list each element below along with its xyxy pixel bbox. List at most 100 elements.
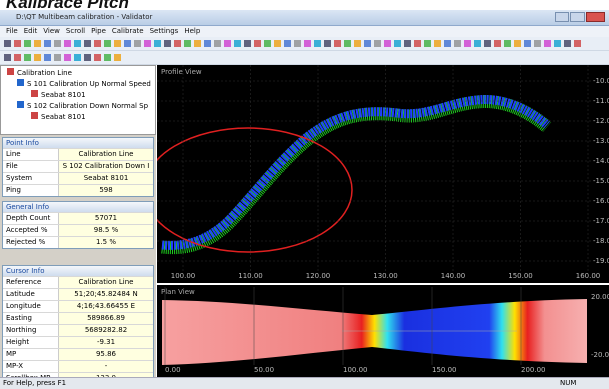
toolbar-button[interactable] bbox=[444, 40, 451, 47]
toolbar-button[interactable] bbox=[414, 40, 421, 47]
status-help: For Help, press F1 bbox=[3, 379, 66, 387]
toolbar-button[interactable] bbox=[434, 40, 441, 47]
toolbar-button[interactable] bbox=[114, 54, 121, 61]
toolbar-button[interactable] bbox=[404, 40, 411, 47]
toolbar-button[interactable] bbox=[514, 40, 521, 47]
toolbar-button[interactable] bbox=[44, 40, 51, 47]
toolbar-button[interactable] bbox=[174, 40, 181, 47]
info-row: Accepted %98.5 % bbox=[3, 224, 153, 236]
maximize-button[interactable] bbox=[570, 12, 584, 22]
toolbar-button[interactable] bbox=[244, 40, 251, 47]
tree-item[interactable]: Seabat 8101 bbox=[31, 112, 86, 121]
menu-item[interactable]: Settings bbox=[150, 27, 179, 35]
toolbar-button[interactable] bbox=[254, 40, 261, 47]
toolbar-button[interactable] bbox=[314, 40, 321, 47]
toolbar-button[interactable] bbox=[154, 40, 161, 47]
toolbar-button[interactable] bbox=[144, 40, 151, 47]
toolbar-button[interactable] bbox=[44, 54, 51, 61]
toolbar-button[interactable] bbox=[134, 40, 141, 47]
x-tick-label: 100.00 bbox=[343, 366, 368, 374]
toolbar-button[interactable] bbox=[484, 40, 491, 47]
toolbar-button[interactable] bbox=[4, 54, 11, 61]
toolbar-button[interactable] bbox=[104, 40, 111, 47]
toolbar-button[interactable] bbox=[64, 54, 71, 61]
toolbar-button[interactable] bbox=[24, 54, 31, 61]
minimize-button[interactable] bbox=[555, 12, 569, 22]
toolbar-button[interactable] bbox=[124, 40, 131, 47]
toolbar-button[interactable] bbox=[294, 40, 301, 47]
y-tick-label: -10.00 bbox=[593, 77, 609, 85]
toolbar-button[interactable] bbox=[534, 40, 541, 47]
tree-label: Seabat 8101 bbox=[41, 91, 86, 99]
close-button[interactable] bbox=[586, 12, 605, 22]
tree-icon bbox=[31, 112, 38, 119]
toolbar-button[interactable] bbox=[114, 40, 121, 47]
menu-item[interactable]: Calibrate bbox=[112, 27, 144, 35]
toolbar-button[interactable] bbox=[364, 40, 371, 47]
toolbar-button[interactable] bbox=[84, 54, 91, 61]
toolbar-button[interactable] bbox=[494, 40, 501, 47]
menu-item[interactable]: Pipe bbox=[91, 27, 106, 35]
toolbar-button[interactable] bbox=[64, 40, 71, 47]
toolbar-button[interactable] bbox=[474, 40, 481, 47]
toolbar-button[interactable] bbox=[264, 40, 271, 47]
info-row: Longitude4;16;43.66455 E bbox=[3, 300, 153, 312]
toolbar-button[interactable] bbox=[34, 40, 41, 47]
toolbar-button[interactable] bbox=[4, 40, 11, 47]
toolbar-button[interactable] bbox=[84, 40, 91, 47]
toolbar-button[interactable] bbox=[574, 40, 581, 47]
menu-item[interactable]: Edit bbox=[24, 27, 38, 35]
toolbar-button[interactable] bbox=[194, 40, 201, 47]
toolbar-button[interactable] bbox=[304, 40, 311, 47]
info-value: S 102 Calibration Down I bbox=[59, 161, 153, 172]
toolbar-button[interactable] bbox=[94, 54, 101, 61]
toolbar-button[interactable] bbox=[74, 54, 81, 61]
menu-item[interactable]: Help bbox=[184, 27, 200, 35]
toolbar-button[interactable] bbox=[164, 40, 171, 47]
tree-item[interactable]: S 101 Calibration Up Normal Speed bbox=[17, 79, 151, 88]
toolbar-button[interactable] bbox=[224, 40, 231, 47]
toolbar-button[interactable] bbox=[54, 40, 61, 47]
toolbar-button[interactable] bbox=[384, 40, 391, 47]
toolbar-button[interactable] bbox=[544, 40, 551, 47]
toolbar-button[interactable] bbox=[274, 40, 281, 47]
toolbar-button[interactable] bbox=[554, 40, 561, 47]
toolbar-button[interactable] bbox=[334, 40, 341, 47]
toolbar-button[interactable] bbox=[54, 54, 61, 61]
toolbar-button[interactable] bbox=[74, 40, 81, 47]
toolbar-button[interactable] bbox=[14, 54, 21, 61]
menu-item[interactable]: View bbox=[43, 27, 60, 35]
toolbar-button[interactable] bbox=[454, 40, 461, 47]
toolbar-button[interactable] bbox=[94, 40, 101, 47]
menu-item[interactable]: File bbox=[6, 27, 18, 35]
toolbar-button[interactable] bbox=[104, 54, 111, 61]
toolbar-button[interactable] bbox=[204, 40, 211, 47]
tree-label: S 102 Calibration Down Normal Sp bbox=[27, 102, 148, 110]
toolbar-button[interactable] bbox=[34, 54, 41, 61]
tree-item[interactable]: S 102 Calibration Down Normal Sp bbox=[17, 101, 148, 110]
tree-item[interactable]: Seabat 8101 bbox=[31, 90, 86, 99]
info-value: 98.5 % bbox=[59, 225, 153, 236]
toolbar-button[interactable] bbox=[354, 40, 361, 47]
toolbar-button[interactable] bbox=[464, 40, 471, 47]
toolbar-button[interactable] bbox=[214, 40, 221, 47]
toolbar-button[interactable] bbox=[284, 40, 291, 47]
toolbar-button[interactable] bbox=[504, 40, 511, 47]
toolbar-button[interactable] bbox=[234, 40, 241, 47]
toolbar-button[interactable] bbox=[24, 40, 31, 47]
info-row: LineCalibration Line bbox=[3, 148, 153, 160]
toolbar-button[interactable] bbox=[564, 40, 571, 47]
tree-item[interactable]: Calibration Line bbox=[7, 68, 72, 77]
toolbar-button[interactable] bbox=[324, 40, 331, 47]
toolbar-button[interactable] bbox=[394, 40, 401, 47]
toolbar-button[interactable] bbox=[344, 40, 351, 47]
toolbar-button[interactable] bbox=[524, 40, 531, 47]
toolbar-button[interactable] bbox=[374, 40, 381, 47]
toolbar-button[interactable] bbox=[14, 40, 21, 47]
toolbar-button[interactable] bbox=[424, 40, 431, 47]
menu-item[interactable]: Scroll bbox=[66, 27, 85, 35]
toolbar-button[interactable] bbox=[184, 40, 191, 47]
info-value: Calibration Line bbox=[59, 149, 153, 160]
views: Profile ViewPlan View100.00110.00120.001… bbox=[157, 65, 609, 377]
